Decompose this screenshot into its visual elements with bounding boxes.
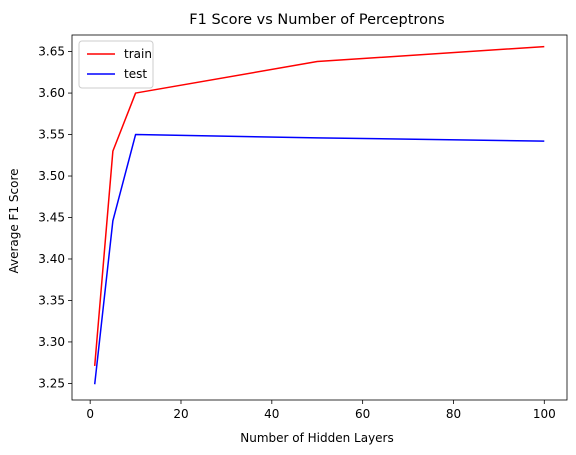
x-tick-label: 20 (173, 407, 188, 421)
y-tick-label: 3.60 (38, 86, 65, 100)
chart-title: F1 Score vs Number of Perceptrons (189, 12, 444, 28)
x-tick-label: 60 (355, 407, 370, 421)
y-tick-label: 3.35 (38, 293, 65, 307)
plot-frame (71, 34, 568, 401)
series-line-train (93, 45, 545, 367)
y-axis-title: Average F1 Score (7, 168, 21, 273)
y-tick-label: 3.65 (38, 45, 65, 59)
x-tick-label: 0 (86, 407, 94, 421)
series-layer (93, 45, 545, 385)
x-axis-title: Number of Hidden Layers (240, 431, 394, 445)
y-axis-ticks: 3.25 3.30 3.35 3.40 3.45 3.50 3.55 3.60 3.65 (38, 45, 72, 390)
y-tick-label: 3.30 (38, 335, 65, 349)
y-tick-label: 3.40 (38, 252, 65, 266)
y-tick-label: 3.25 (38, 376, 65, 390)
legend-label-train: train (124, 47, 152, 61)
y-tick-label: 3.45 (38, 211, 65, 225)
y-tick-label: 3.50 (38, 169, 65, 183)
x-tick-label: 100 (533, 407, 556, 421)
x-tick-label: 80 (446, 407, 461, 421)
x-axis-ticks: 0 20 40 60 80 100 (86, 400, 556, 421)
legend-box (78, 40, 154, 89)
series-line-test (93, 133, 545, 385)
legend: train test (78, 40, 154, 89)
y-tick-label: 3.55 (38, 128, 65, 142)
legend-label-test: test (124, 67, 147, 81)
x-tick-label: 40 (264, 407, 279, 421)
